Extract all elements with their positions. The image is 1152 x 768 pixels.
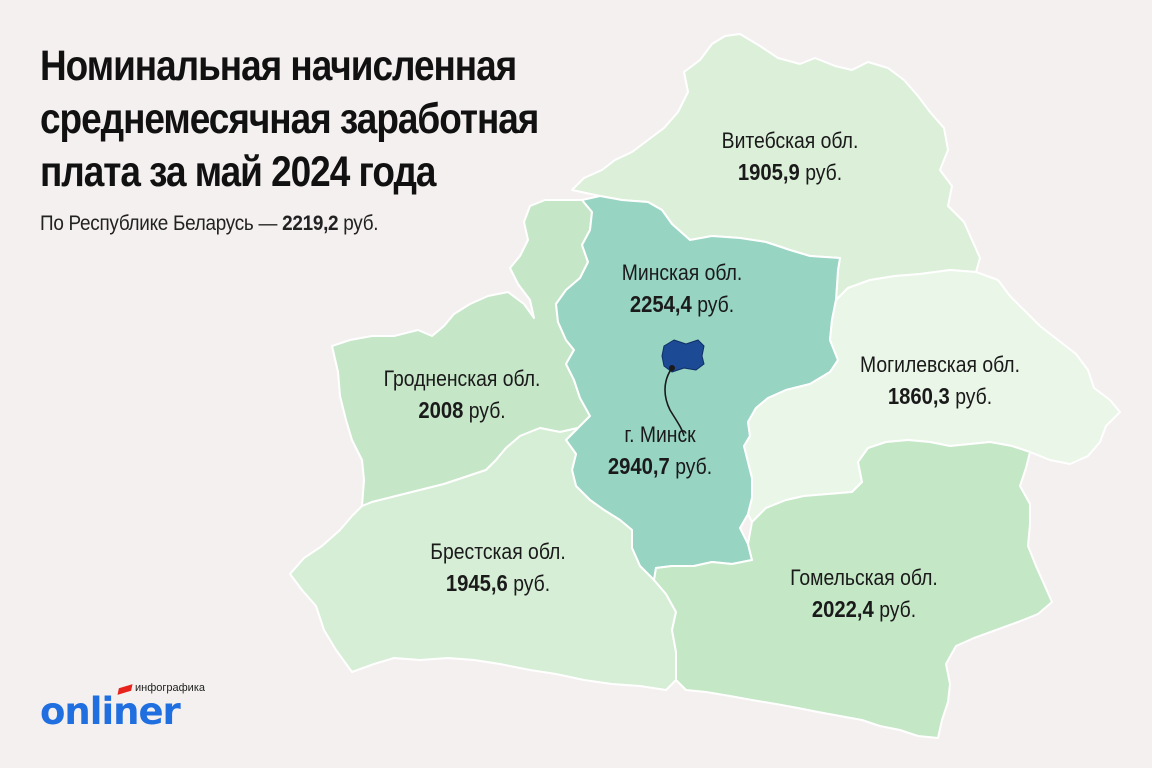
minsk-city-leader-dot bbox=[669, 365, 675, 371]
region-value-line: 2254,4 руб. bbox=[622, 288, 743, 321]
region-minsk-city bbox=[661, 339, 705, 373]
label-minsk-oblast: Минская обл. 2254,4 руб. bbox=[622, 258, 743, 321]
minsk-city-leader-line bbox=[664, 367, 685, 437]
region-name: Минская обл. bbox=[621, 260, 743, 285]
region-name: Могилевская обл. bbox=[860, 352, 1020, 377]
national-average: По Республике Беларусь — 2219,2 руб. bbox=[40, 212, 379, 236]
region-value-line: 1905,9 руб. bbox=[722, 156, 859, 189]
region-unit: руб. bbox=[468, 398, 506, 423]
region-value: 1905,9 bbox=[737, 159, 800, 185]
logo-tagline: инфографика bbox=[135, 682, 206, 694]
region-value: 2008 bbox=[418, 397, 464, 423]
region-value: 2022,4 bbox=[811, 596, 874, 622]
national-average-prefix: По Республике Беларусь — bbox=[40, 212, 283, 235]
region-unit: руб. bbox=[513, 571, 551, 596]
label-vitebsk: Витебская обл. 1905,9 руб. bbox=[722, 126, 859, 189]
label-minsk-city: г. Минск 2940,7 руб. bbox=[608, 420, 712, 483]
region-name: г. Минск bbox=[624, 422, 696, 447]
region-name: Гродненская обл. bbox=[383, 366, 541, 391]
national-average-value: 2219,2 bbox=[282, 212, 339, 235]
region-unit: руб. bbox=[879, 597, 917, 622]
label-mogilev: Могилевская обл. 1860,3 руб. bbox=[860, 350, 1020, 413]
region-unit: руб. bbox=[697, 292, 735, 317]
region-gomel bbox=[653, 439, 1053, 739]
region-name: Брестская обл. bbox=[430, 539, 566, 564]
logo-wordmark: onliner bbox=[40, 690, 181, 733]
onliner-logo: инфографика onliner bbox=[40, 680, 220, 740]
national-average-unit: руб. bbox=[338, 212, 379, 235]
region-value-line: 1945,6 руб. bbox=[430, 567, 565, 600]
region-unit: руб. bbox=[955, 384, 993, 409]
region-value: 2254,4 bbox=[629, 291, 692, 317]
region-value-line: 2008 руб. bbox=[384, 394, 541, 427]
region-unit: руб. bbox=[805, 160, 843, 185]
region-value: 2940,7 bbox=[607, 453, 670, 479]
label-grodno: Гродненская обл. 2008 руб. bbox=[384, 364, 541, 427]
region-value: 1945,6 bbox=[445, 570, 508, 596]
region-value-line: 2022,4 руб. bbox=[790, 593, 938, 626]
region-value-line: 1860,3 руб. bbox=[860, 380, 1020, 413]
region-value-line: 2940,7 руб. bbox=[608, 450, 712, 483]
region-name: Витебская обл. bbox=[721, 128, 859, 153]
region-unit: руб. bbox=[675, 454, 713, 479]
map-title: Номинальная начисленная среднемесячная з… bbox=[40, 42, 539, 196]
region-name: Гомельская обл. bbox=[790, 565, 938, 590]
label-brest: Брестская обл. 1945,6 руб. bbox=[430, 537, 565, 600]
label-gomel: Гомельская обл. 2022,4 руб. bbox=[790, 563, 938, 626]
region-value: 1860,3 bbox=[887, 383, 950, 409]
